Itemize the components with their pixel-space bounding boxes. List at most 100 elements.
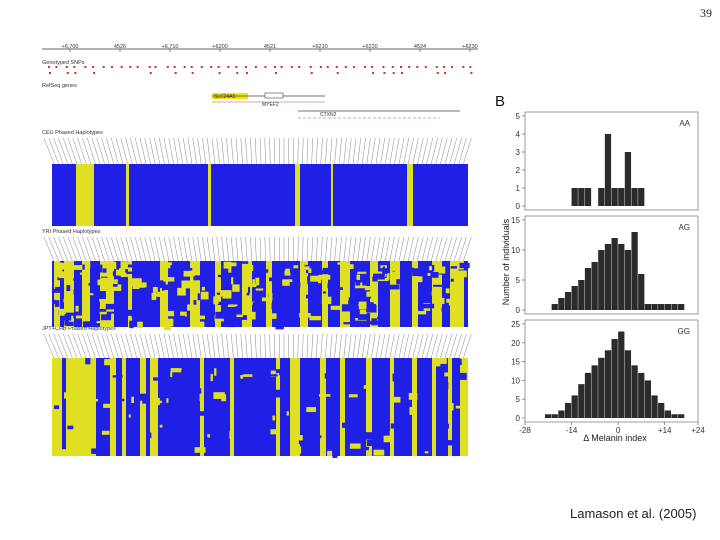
connector-line (120, 236, 128, 262)
minor-allele-column (432, 261, 442, 327)
connector-line (259, 137, 262, 165)
histogram-bar (544, 414, 552, 418)
allele-segment (396, 279, 406, 285)
connector-line (106, 333, 114, 359)
y-tick-label: 0 (516, 202, 521, 211)
panel-b-label: B (495, 93, 505, 110)
snp-mark (55, 66, 58, 68)
snp-mark (129, 66, 132, 68)
connector-line (444, 333, 453, 359)
allele-segment (199, 411, 211, 416)
allele-segment (324, 373, 335, 379)
connector-line (259, 333, 262, 359)
connector-line (463, 333, 472, 359)
allele-segment (106, 311, 116, 314)
connector-line (67, 236, 78, 262)
ceu-haplotype-block (52, 164, 468, 226)
allele-segment (298, 439, 310, 445)
minor-allele-column (300, 261, 308, 327)
minor-allele-column (140, 358, 146, 456)
snp-mark (173, 66, 176, 68)
histogram-bar (604, 244, 612, 310)
allele-segment (318, 274, 331, 280)
minor-allele-column (390, 358, 394, 456)
allele-segment (232, 284, 240, 292)
allele-segment (96, 308, 107, 312)
allele-segment (274, 275, 280, 280)
allele-segment (289, 269, 296, 273)
allele-segment (126, 309, 138, 316)
allele-segment (237, 359, 241, 365)
snp-mark (218, 72, 221, 74)
allele-segment (164, 322, 171, 331)
allele-segment (118, 322, 125, 327)
minor-allele-column (66, 358, 96, 456)
connector-line (385, 236, 390, 262)
y-tick-label: 5 (516, 395, 521, 404)
connector-line (412, 236, 419, 262)
connector-line (226, 137, 229, 165)
exon-box (264, 92, 284, 99)
minor-allele-column (412, 358, 417, 456)
allele-segment (389, 431, 393, 435)
snp-mark (436, 72, 439, 74)
connector-line (362, 236, 366, 262)
allele-segment (299, 297, 303, 303)
allele-segment (63, 298, 67, 303)
allele-segment (427, 273, 433, 276)
connector-line (403, 137, 409, 165)
connector-line (67, 333, 78, 359)
histogram-bar (644, 380, 652, 418)
histogram-bar (638, 188, 645, 206)
allele-segment (328, 279, 339, 284)
allele-segment (459, 262, 470, 269)
connector-line (125, 333, 133, 359)
connector-line (192, 137, 197, 165)
snp-mark (310, 72, 313, 74)
allele-segment (357, 317, 367, 320)
allele-segment (80, 272, 86, 275)
connector-line (394, 137, 400, 165)
connector-line (352, 333, 357, 359)
minor-allele-column (208, 164, 211, 226)
connector-line (240, 236, 243, 262)
connector-line (159, 333, 165, 359)
allele-segment (239, 315, 247, 320)
connector-line (111, 137, 119, 165)
minor-allele-column (370, 261, 378, 327)
allele-segment (181, 370, 184, 375)
y-tick-label: 2 (516, 166, 521, 175)
allele-segment (259, 310, 266, 316)
allele-segment (379, 443, 389, 451)
allele-segment (210, 373, 213, 382)
minor-allele-column (122, 358, 126, 456)
allele-segment (264, 359, 275, 363)
allele-segment (247, 301, 255, 305)
connector-line (458, 137, 467, 165)
allele-segment (254, 268, 262, 274)
connector-line (48, 137, 59, 165)
allele-segment (373, 449, 385, 456)
snp-mark (470, 72, 473, 74)
allele-segment (359, 309, 367, 315)
connector-line (380, 333, 385, 359)
snp-mark (408, 66, 411, 68)
histogram-bar (584, 268, 592, 310)
allele-segment (455, 405, 466, 409)
connector-line (197, 137, 202, 165)
histogram-bar (578, 280, 585, 310)
connector-line (297, 333, 299, 359)
histogram-frame (524, 215, 699, 315)
allele-segment (194, 388, 202, 395)
snp-mark (451, 66, 454, 68)
allele-segment (55, 271, 67, 278)
connector-line (343, 236, 347, 262)
allele-segment (66, 321, 74, 326)
connector-line (63, 236, 73, 262)
allele-segment (319, 394, 331, 397)
allele-segment (433, 284, 445, 287)
connector-line (235, 333, 239, 359)
connector-line (183, 137, 188, 165)
histogram-bar (678, 304, 685, 310)
connector-line (149, 333, 156, 359)
